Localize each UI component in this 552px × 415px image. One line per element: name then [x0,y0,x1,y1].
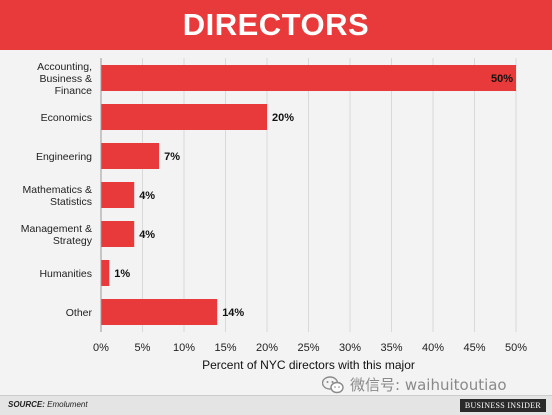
value-label: 1% [114,268,130,280]
category-label: Other [66,307,93,319]
x-axis-title: Percent of NYC directors with this major [202,358,415,372]
source-label: SOURCE: [8,400,45,409]
value-label: 4% [139,190,155,202]
source-note: SOURCE: Emolument [8,400,88,409]
tick-label: 35% [380,342,402,354]
tick-label: 40% [422,342,444,354]
plot-area: 50% Accounting, Business & Finance 20% Econom… [0,50,552,395]
chart-header: DIRECTORS [0,0,552,50]
bar [101,260,110,286]
chart-title: DIRECTORS [182,7,370,42]
category-label: Accounting, Business & Finance [37,61,92,97]
value-label: 50% [491,73,513,85]
bar [101,299,218,325]
value-label: 20% [272,112,294,124]
tick-label: 5% [135,342,151,354]
tick-label: 15% [214,342,236,354]
bar [101,104,267,130]
category-label: Engineering [36,151,92,163]
watermark-text: 微信号: waihuitoutiao [350,376,507,394]
tick-label: 20% [256,342,278,354]
value-label: 4% [139,229,155,241]
tick-label: 0% [93,342,109,354]
source-value: Emolument [47,400,88,409]
footer: SOURCE: Emolument BUSINESS INSIDER [0,395,552,415]
value-label: 7% [164,151,180,163]
bar [101,182,135,208]
category-label: Mathematics & Statistics [23,184,92,208]
bar [101,65,516,91]
tick-label: 25% [297,342,319,354]
bar-chart: 50% Accounting, Business & Finance 20% Econom… [21,58,527,372]
watermark: 微信号: waihuitoutiao [322,374,507,395]
category-label: Management & Strategy [21,223,93,247]
value-label: 14% [222,307,244,319]
wechat-icon [322,375,344,393]
publisher-logo: BUSINESS INSIDER [459,399,546,412]
tick-label: 50% [505,342,527,354]
category-label: Economics [41,112,92,124]
tick-label: 10% [173,342,195,354]
bar [101,221,135,247]
bar [101,143,160,169]
tick-label: 45% [463,342,485,354]
category-label: Humanities [39,268,92,280]
tick-label: 30% [339,342,361,354]
